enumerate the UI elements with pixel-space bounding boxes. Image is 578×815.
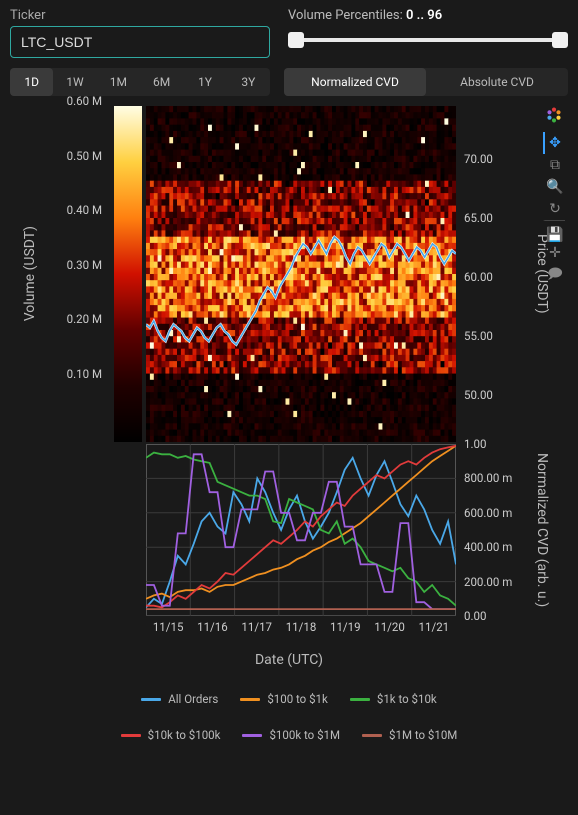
volume-percentile-slider[interactable]	[288, 29, 568, 51]
legend-item[interactable]: $100k to $1M	[242, 728, 340, 742]
slider-handle-high[interactable]	[552, 32, 568, 48]
box-zoom-tool[interactable]: ⧉	[543, 154, 565, 176]
reset-tool[interactable]: ↻	[543, 198, 565, 220]
legend-label: All Orders	[168, 692, 218, 706]
timeframe-tab-1m[interactable]: 1M	[97, 68, 140, 96]
timeframe-tabs: 1D1W1M6M1Y3Y	[10, 68, 270, 96]
crosshair-tool[interactable]: ✛	[543, 242, 565, 264]
ticker-input[interactable]	[10, 26, 270, 58]
legend-item[interactable]: All Orders	[141, 692, 218, 706]
cvd-chart[interactable]	[146, 444, 456, 616]
timeframe-tab-1w[interactable]: 1W	[53, 68, 96, 96]
price-tick: 50.00	[464, 388, 493, 402]
date-tick: 11/18	[286, 620, 317, 634]
cvd-tick: 1.00	[464, 437, 486, 451]
cvd-tick: 0.00	[464, 609, 486, 623]
legend-swatch	[350, 698, 370, 701]
date-tick: 11/16	[197, 620, 228, 634]
price-tick: 60.00	[464, 270, 493, 284]
cvd-tab-absolute-cvd[interactable]: Absolute CVD	[426, 68, 568, 96]
pan-tool[interactable]: ✥	[543, 132, 565, 154]
price-axis: 50.00 55.00 60.00 65.00 70.00	[460, 106, 522, 442]
legend-label: $100k to $1M	[269, 728, 340, 742]
date-axis: 11/15 11/16 11/17 11/18 11/19 11/20 11/21	[146, 618, 456, 640]
timeframe-tab-6m[interactable]: 6M	[140, 68, 183, 96]
cvd-tick: 600.00 m	[464, 506, 512, 520]
legend-label: $100 to $1k	[267, 692, 328, 706]
legend-item[interactable]: $1k to $10k	[350, 692, 437, 706]
legend-label: $1k to $10k	[377, 692, 437, 706]
colorbar-tick: 0.30 M	[54, 258, 102, 272]
legend-label: $1M to $10M	[389, 728, 457, 742]
volume-axis-label: Volume (USDT)	[22, 226, 38, 321]
legend-swatch	[242, 734, 262, 737]
cvd-axis: 0.00200.00 m400.00 m600.00 m800.00 m1.00	[460, 444, 522, 616]
colorbar-tick: 0.10 M	[54, 367, 102, 381]
legend-item[interactable]: $100 to $1k	[240, 692, 328, 706]
legend-label: $10k to $100k	[148, 728, 221, 742]
price-tick: 55.00	[464, 329, 493, 343]
legend-swatch	[141, 698, 161, 701]
legend-item[interactable]: $10k to $100k	[121, 728, 221, 742]
cvd-tick: 200.00 m	[464, 575, 512, 589]
cvd-mode-tabs: Normalized CVDAbsolute CVD	[284, 68, 568, 96]
wheel-zoom-tool[interactable]: 🔍	[543, 176, 565, 198]
date-tick: 11/19	[330, 620, 361, 634]
legend: All Orders $100 to $1k $1k to $10k $10k to…	[50, 692, 528, 742]
colorbar-tick: 0.50 M	[54, 149, 102, 163]
cvd-tick: 800.00 m	[464, 471, 512, 485]
colorbar-tick: 0.60 M	[54, 94, 102, 108]
timeframe-tab-1y[interactable]: 1Y	[183, 68, 226, 96]
cvd-tab-normalized-cvd[interactable]: Normalized CVD	[284, 68, 426, 96]
colorbar-tick: 0.40 M	[54, 203, 102, 217]
date-tick: 11/21	[419, 620, 450, 634]
bokeh-logo-icon	[545, 106, 563, 124]
legend-item[interactable]: $1M to $10M	[362, 728, 457, 742]
date-tick: 11/17	[241, 620, 272, 634]
x-axis-label: Date (UTC)	[10, 652, 568, 668]
price-tick: 65.00	[464, 211, 493, 225]
volume-percentile-label: Volume Percentiles: 0 .. 96	[288, 8, 568, 23]
price-tick: 70.00	[464, 152, 493, 166]
legend-swatch	[362, 734, 382, 737]
date-tick: 11/15	[153, 620, 184, 634]
cvd-tick: 400.00 m	[464, 540, 512, 554]
slider-handle-low[interactable]	[288, 32, 304, 48]
hover-tool[interactable]: 🗩	[543, 264, 565, 286]
plot-toolbar: ✥⧉🔍↻💾✛🗩	[540, 102, 568, 286]
legend-swatch	[121, 734, 141, 737]
heatmap-chart[interactable]	[146, 106, 456, 442]
timeframe-tab-1d[interactable]: 1D	[10, 68, 53, 96]
timeframe-tab-3y[interactable]: 3Y	[227, 68, 270, 96]
ticker-label: Ticker	[10, 8, 270, 23]
legend-swatch	[240, 698, 260, 701]
volume-colorbar: 0.10 M0.20 M0.30 M0.40 M0.50 M0.60 M	[54, 106, 142, 442]
save-tool[interactable]: 💾	[543, 220, 565, 242]
cvd-axis-label: Normalized CVD (arb. u.)	[534, 453, 550, 607]
date-tick: 11/20	[374, 620, 405, 634]
colorbar-tick: 0.20 M	[54, 312, 102, 326]
